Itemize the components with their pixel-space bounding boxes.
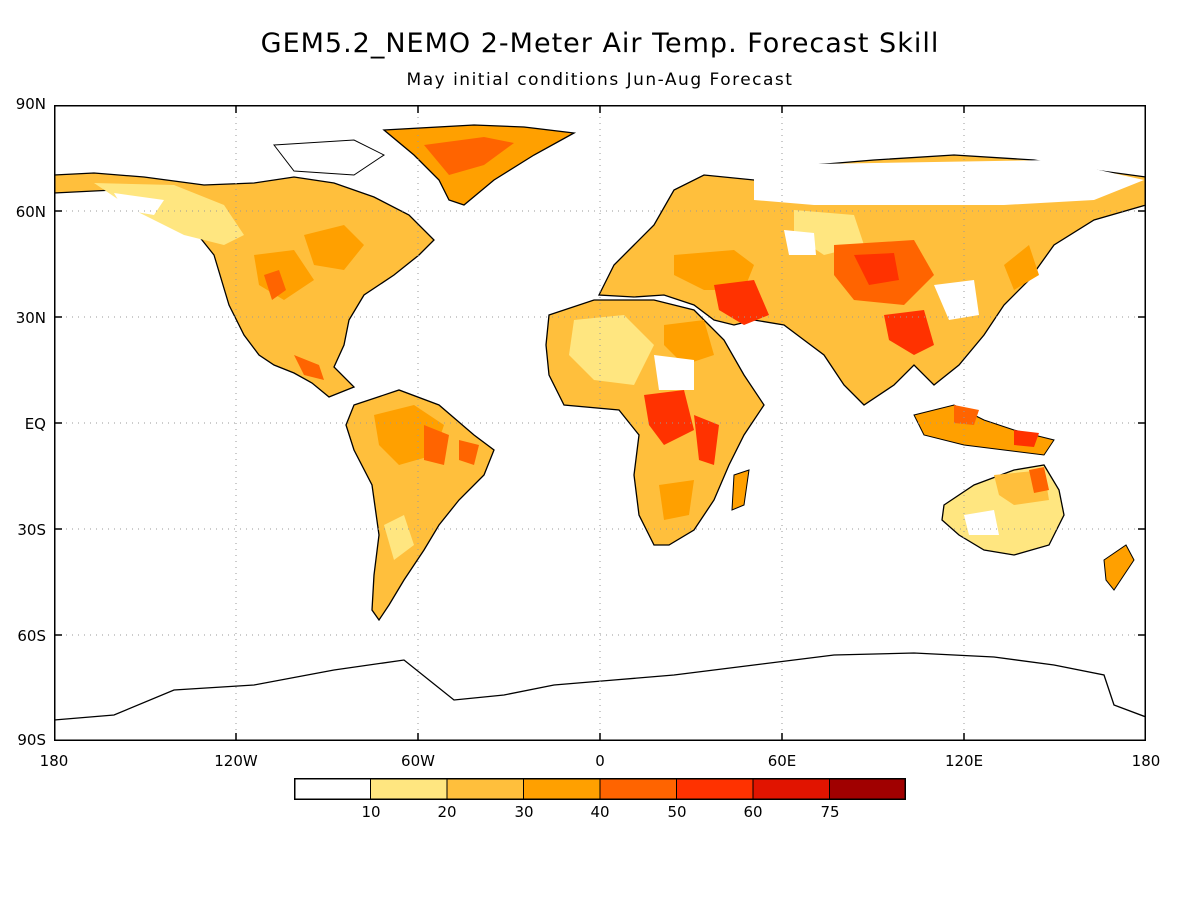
graticule [54,105,1146,741]
lon-label-0: 0 [595,752,605,770]
colorbar-label-75: 75 [820,803,840,821]
lat-label-90s: 90S [17,731,46,749]
map-frame [54,105,1146,741]
lat-label-60n: 60N [15,203,46,221]
colorbar-label-20: 20 [437,803,457,821]
colorbar-label-50: 50 [667,803,687,821]
lat-label-30n: 30N [15,309,46,327]
lat-label-90n: 90N [15,95,46,113]
lon-label-180e: 180 [1131,752,1161,770]
lon-label-180w: 180 [39,752,69,770]
lon-label-60w: 60W [401,752,435,770]
lon-label-60e: 60E [767,752,797,770]
lat-label-30s: 30S [17,521,46,539]
world-map [54,105,1146,741]
colorbar-label-60: 60 [743,803,763,821]
north-america-landmass [54,124,577,398]
colorbar-swatch [829,778,906,800]
colorbar-swatch [446,778,524,800]
eurasia-landmass [597,154,1146,406]
colorbar-swatch [752,778,830,800]
colorbar-swatch [676,778,754,800]
map-title: GEM5.2_NEMO 2-Meter Air Temp. Forecast S… [260,28,940,59]
colorbar-swatch [370,778,448,800]
colorbar-label-30: 30 [514,803,534,821]
colorbar-swatch [294,778,371,800]
colorbar-swatch [599,778,677,800]
antarctica-outline [54,652,1146,721]
lon-label-120w: 120W [214,752,258,770]
colorbar-label-40: 40 [590,803,610,821]
lat-label-eq: EQ [24,415,46,433]
colorbar-swatch [523,778,601,800]
lon-label-120e: 120E [944,752,984,770]
indonesia-landmass [913,404,1055,456]
colorbar [294,778,906,800]
lat-label-60s: 60S [17,627,46,645]
colorbar-label-10: 10 [361,803,381,821]
south-america-landmass [345,389,495,622]
map-subtitle: May initial conditions Jun-Aug Forecast [406,70,794,90]
